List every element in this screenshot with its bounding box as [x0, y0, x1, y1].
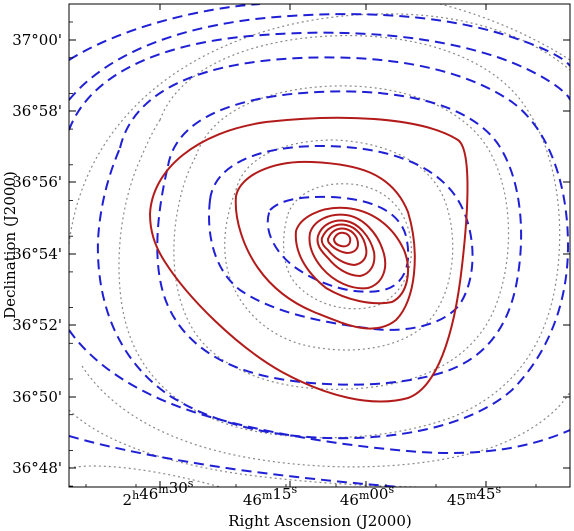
gray-contour: [69, 465, 221, 487]
gray-contour: [224, 139, 454, 351]
blue-contour: [69, 435, 401, 487]
blue-contour: [208, 144, 474, 331]
x-tick-label: 46m00s: [340, 483, 395, 509]
y-tick-label: 36°56': [12, 173, 62, 191]
y-tick-label: 36°58': [12, 102, 62, 120]
x-axis-title: Right Ascension (J2000): [228, 512, 411, 530]
gray-contour: [439, 4, 570, 61]
gray-contour: [69, 13, 570, 245]
red-contour: [320, 223, 368, 267]
y-axis-title: Declination (J2000): [1, 171, 19, 319]
plot-frame: [68, 3, 571, 488]
red-contour: [332, 231, 352, 248]
y-tick-label: 36°52': [12, 316, 62, 334]
gray-contour: [81, 365, 570, 468]
x-tick-label: 45m45s: [447, 483, 502, 509]
red-contour: [148, 116, 469, 403]
gray-contour-layer: [69, 4, 570, 487]
blue-contour-layer: [69, 4, 570, 487]
contour-layer: [69, 4, 570, 487]
y-tick-label: 36°48': [12, 459, 62, 477]
y-tick-labels: 37°00' 36°58' 36°56' 36°54' 36°52' 36°50…: [12, 31, 62, 477]
blue-contour: [69, 31, 570, 131]
red-contour-layer: [148, 116, 469, 403]
blue-contour: [69, 4, 261, 61]
red-contour: [326, 227, 360, 255]
red-contour: [294, 206, 409, 305]
x-tick-label: 2h46m30s: [123, 477, 194, 509]
y-tick-label: 36°50': [12, 388, 62, 406]
x-tick-label: 46m15s: [243, 483, 298, 509]
gray-contour: [282, 183, 412, 310]
blue-contour: [96, 56, 570, 440]
gray-contour: [118, 34, 561, 439]
blue-contour: [69, 13, 570, 101]
blue-contour: [69, 329, 570, 455]
red-contour: [308, 213, 387, 290]
gray-contour: [173, 85, 510, 390]
red-contour: [234, 160, 416, 330]
gray-contour: [69, 409, 421, 487]
tick-marks: [69, 4, 570, 487]
y-tick-label: 36°54': [12, 245, 62, 263]
y-tick-label: 37°00': [12, 31, 62, 49]
blue-contour: [156, 90, 523, 386]
x-tick-labels: 2h46m30s 46m15s 46m00s 45m45s: [123, 477, 502, 509]
red-contour: [316, 219, 376, 278]
